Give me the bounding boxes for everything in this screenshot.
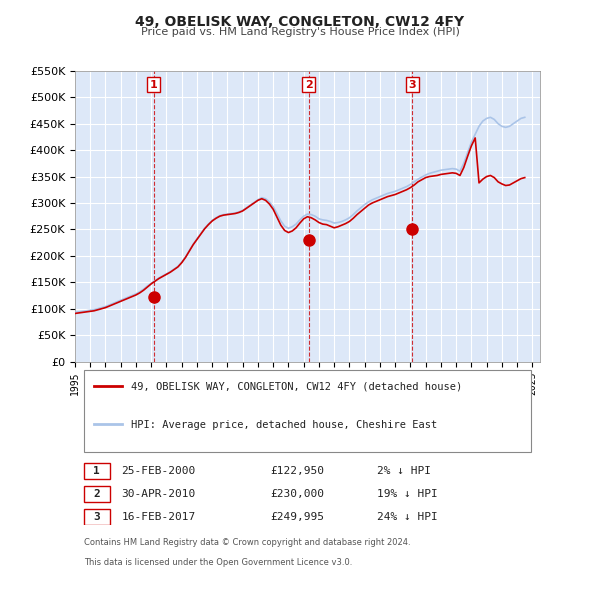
- Text: 30-APR-2010: 30-APR-2010: [121, 489, 196, 499]
- Text: 49, OBELISK WAY, CONGLETON, CW12 4FY (detached house): 49, OBELISK WAY, CONGLETON, CW12 4FY (de…: [131, 382, 462, 392]
- FancyBboxPatch shape: [84, 370, 531, 451]
- Text: £122,950: £122,950: [270, 466, 324, 476]
- Text: HPI: Average price, detached house, Cheshire East: HPI: Average price, detached house, Ches…: [131, 419, 437, 430]
- Text: 3: 3: [409, 80, 416, 90]
- Text: £249,995: £249,995: [270, 512, 324, 522]
- Text: 2% ↓ HPI: 2% ↓ HPI: [377, 466, 431, 476]
- Text: 2: 2: [305, 80, 313, 90]
- Text: 24% ↓ HPI: 24% ↓ HPI: [377, 512, 438, 522]
- Text: £230,000: £230,000: [270, 489, 324, 499]
- Text: 25-FEB-2000: 25-FEB-2000: [121, 466, 196, 476]
- FancyBboxPatch shape: [84, 486, 110, 502]
- Text: 16-FEB-2017: 16-FEB-2017: [121, 512, 196, 522]
- Text: Price paid vs. HM Land Registry's House Price Index (HPI): Price paid vs. HM Land Registry's House …: [140, 27, 460, 37]
- Text: 1: 1: [94, 466, 100, 476]
- Text: Contains HM Land Registry data © Crown copyright and database right 2024.: Contains HM Land Registry data © Crown c…: [84, 538, 411, 547]
- Text: 49, OBELISK WAY, CONGLETON, CW12 4FY: 49, OBELISK WAY, CONGLETON, CW12 4FY: [136, 15, 464, 29]
- Text: This data is licensed under the Open Government Licence v3.0.: This data is licensed under the Open Gov…: [84, 558, 353, 567]
- FancyBboxPatch shape: [84, 463, 110, 479]
- Text: 19% ↓ HPI: 19% ↓ HPI: [377, 489, 438, 499]
- Text: 1: 1: [149, 80, 157, 90]
- Text: 3: 3: [94, 512, 100, 522]
- Text: 2: 2: [94, 489, 100, 499]
- FancyBboxPatch shape: [84, 509, 110, 525]
